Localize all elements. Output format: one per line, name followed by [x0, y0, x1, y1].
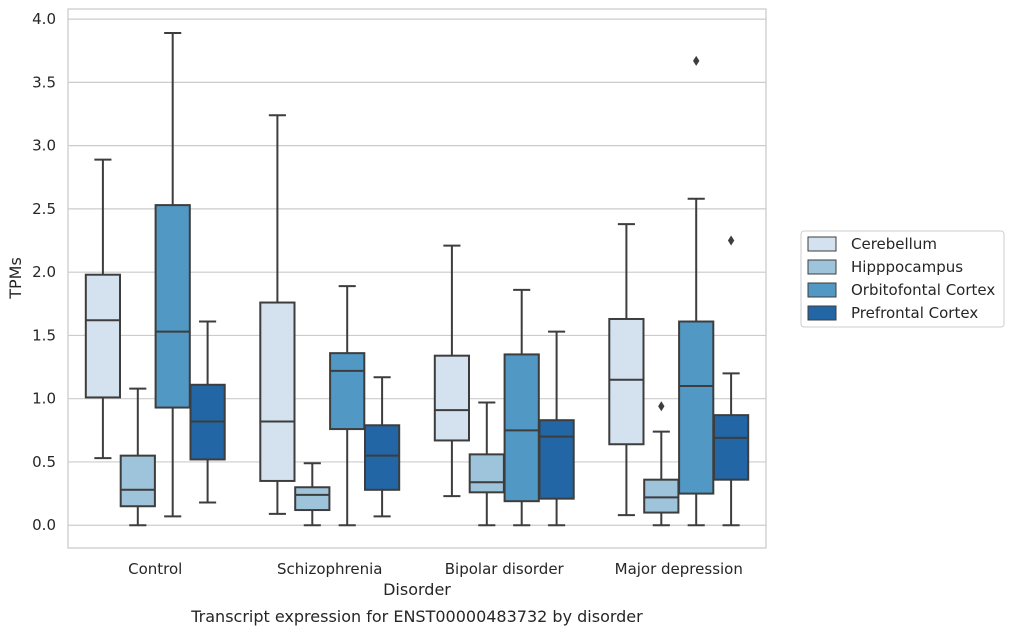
legend-swatch: [807, 282, 837, 298]
box-cerebellum-bipolar-disorder: [433, 244, 471, 498]
y-tick-label: 3.0: [32, 137, 56, 155]
legend-label: Prefrontal Cortex: [851, 304, 978, 322]
legend-swatch: [807, 305, 837, 321]
box-hipppocampus-bipolar-disorder: [468, 401, 505, 527]
outlier-point: [693, 55, 700, 66]
box-orbitofontal-cortex-schizophrenia: [329, 285, 366, 527]
iqr-box: [712, 414, 750, 481]
box-prefrontal-cortex-major-depression: [712, 235, 750, 527]
box-prefrontal-cortex-bipolar-disorder: [538, 330, 575, 527]
iqr-box: [294, 486, 331, 512]
iqr-box: [643, 478, 680, 514]
iqr-box: [608, 317, 645, 446]
iqr-box: [363, 424, 401, 491]
legend-frame: [800, 230, 1005, 328]
y-tick-label: 1.0: [32, 390, 56, 408]
y-tick-label: 3.5: [32, 73, 56, 91]
box-cerebellum-major-depression: [608, 223, 645, 517]
y-tick-label: 0.0: [32, 516, 56, 534]
box-cerebellum-schizophrenia: [259, 114, 296, 515]
outlier-point: [727, 235, 735, 246]
x-tick-label: Control: [128, 560, 182, 578]
box-orbitofontal-cortex-control: [154, 32, 191, 518]
iqr-box: [538, 419, 575, 500]
plot-frame: [67, 8, 767, 549]
box-prefrontal-cortex-control: [189, 320, 226, 504]
chart-caption: Transcript expression for ENST0000048373…: [190, 607, 643, 626]
box-orbitofontal-cortex-bipolar-disorder: [503, 288, 540, 527]
legend: Cerebellum Hipppocampus Orbitofontal Corte…: [800, 230, 1005, 328]
y-axis-ticks: 0.0 0.5 1.0 1.5 2.0 2.5 3.0 3.5 4.0: [32, 10, 56, 534]
y-tick-label: 4.0: [32, 10, 56, 28]
iqr-box: [84, 273, 122, 399]
outlier-point: [658, 401, 665, 412]
iqr-box: [433, 354, 471, 442]
iqr-box: [329, 352, 366, 431]
x-axis-label: Disorder: [383, 580, 451, 599]
iqr-box: [503, 353, 540, 503]
y-tick-label: 0.5: [32, 453, 56, 471]
box-hipppocampus-schizophrenia: [294, 462, 331, 527]
x-axis-ticks: Control Schizophrenia Bipolar disorder Majo…: [128, 560, 743, 578]
legend-label: Cerebellum: [851, 235, 937, 253]
boxes: [84, 32, 750, 527]
box-hipppocampus-control: [119, 387, 156, 527]
y-axis-label: TPMs: [6, 257, 25, 300]
y-tick-label: 2.5: [32, 200, 56, 218]
iqr-box: [154, 204, 191, 409]
iqr-box: [678, 320, 715, 495]
legend-label: Orbitofontal Cortex: [851, 281, 995, 299]
iqr-box: [119, 454, 156, 508]
legend-label: Hipppocampus: [851, 258, 963, 276]
x-tick-label: Major depression: [615, 560, 743, 578]
iqr-box: [468, 453, 505, 494]
box-cerebellum-control: [84, 158, 122, 460]
legend-swatch: [807, 236, 837, 252]
iqr-box: [259, 301, 296, 482]
x-tick-label: Bipolar disorder: [445, 560, 565, 578]
box-orbitofontal-cortex-major-depression: [678, 55, 715, 527]
x-tick-label: Schizophrenia: [277, 560, 382, 578]
box-prefrontal-cortex-schizophrenia: [363, 376, 401, 518]
y-tick-label: 2.0: [32, 263, 56, 281]
legend-swatch: [807, 259, 837, 275]
box-hipppocampus-major-depression: [643, 401, 680, 527]
y-tick-label: 1.5: [32, 326, 56, 344]
